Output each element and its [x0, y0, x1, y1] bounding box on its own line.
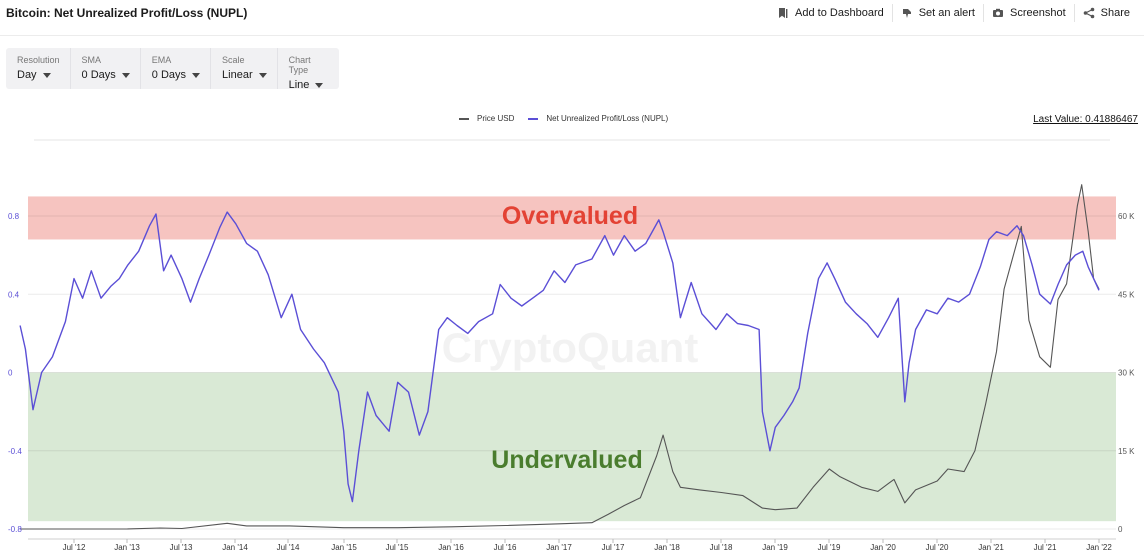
x-tick-label: Jul '12	[63, 543, 86, 552]
legend-item-nupl[interactable]: Net Unrealized Profit/Loss (NUPL)	[528, 114, 668, 123]
y-right-tick-label: 45 K	[1118, 290, 1135, 299]
share-button[interactable]: Share	[1073, 4, 1138, 22]
x-tick-label: Jul '17	[602, 543, 625, 552]
zone-overvalued	[28, 196, 1116, 240]
ema-label: EMA	[151, 55, 172, 65]
x-tick-label: Jul '16	[494, 543, 517, 552]
x-tick-label: Jan '14	[222, 543, 248, 552]
bell-icon	[902, 9, 911, 18]
series-price	[20, 184, 1100, 530]
x-tick-label: Jan '15	[331, 543, 357, 552]
resolution-value: Day	[17, 69, 37, 81]
legend-label: Price USD	[477, 114, 515, 123]
header-divider	[0, 35, 1144, 36]
y-left-tick-label: -0.4	[8, 447, 22, 456]
sma-label: SMA	[81, 55, 102, 65]
sma-select[interactable]: SMA 0 Days	[71, 48, 141, 89]
x-tick-label: Jan '17	[546, 543, 572, 552]
add-to-dashboard-label: Add to Dashboard	[795, 7, 884, 19]
share-icon	[1083, 7, 1094, 19]
x-tick-label: Jan '19	[762, 543, 788, 552]
scale-select[interactable]: Scale Linear	[211, 48, 278, 89]
set-alert-button[interactable]: Set an alert	[891, 4, 983, 22]
x-tick-label: Jan '18	[654, 543, 680, 552]
x-tick-label: Jul '21	[1034, 543, 1057, 552]
ema-select[interactable]: EMA 0 Days	[141, 48, 212, 89]
add-to-dashboard-button[interactable]: Add to Dashboard	[769, 4, 892, 22]
legend-swatch	[528, 117, 539, 120]
x-tick-label: Jul '18	[710, 543, 733, 552]
sma-value: 0 Days	[81, 69, 116, 81]
chart-type-select[interactable]: Chart Type Line	[278, 48, 339, 91]
x-tick-label: Jul '14	[277, 543, 300, 552]
legend-label: Net Unrealized Profit/Loss (NUPL)	[546, 114, 669, 123]
y-right-tick-label: 60 K	[1118, 212, 1135, 221]
last-value[interactable]: Last Value: 0.41886467	[1033, 114, 1138, 125]
page-title: Bitcoin: Net Unrealized Profit/Loss (NUP…	[6, 6, 248, 20]
resolution-label: Resolution	[17, 55, 60, 65]
chevron-down-icon	[258, 73, 267, 78]
y-right-tick-label: 30 K	[1118, 369, 1135, 378]
x-tick-label: Jul '19	[818, 543, 841, 552]
x-tick-label: Jul '13	[170, 543, 193, 552]
zone-undervalued	[28, 372, 1116, 522]
watermark: CryptoQuant	[442, 324, 699, 371]
scale-value: Linear	[222, 69, 253, 81]
x-tick-label: Jan '13	[114, 543, 140, 552]
resolution-select[interactable]: Resolution Day	[6, 48, 71, 89]
x-tick-label: Jan '21	[978, 543, 1004, 552]
chart-legend: Price USD Net Unrealized Profit/Loss (NU…	[459, 114, 682, 123]
zone-label-overvalued: Overvalued	[502, 202, 638, 230]
scale-label: Scale	[222, 55, 245, 65]
chevron-down-icon	[315, 83, 324, 88]
x-tick-label: Jul '15	[386, 543, 409, 552]
set-alert-label: Set an alert	[918, 7, 975, 19]
screenshot-button[interactable]: Screenshot	[982, 4, 1074, 22]
share-label: Share	[1100, 7, 1130, 19]
chevron-down-icon	[121, 73, 130, 78]
bookmark-icon	[779, 8, 788, 18]
x-tick-label: Jul '20	[926, 543, 949, 552]
y-left-tick-label: 0.8	[8, 212, 20, 221]
chart-type-label: Chart Type	[288, 55, 311, 75]
x-tick-label: Jan '16	[438, 543, 464, 552]
chart-type-value: Line	[288, 79, 310, 91]
x-tick-label: Jan '20	[870, 543, 896, 552]
chevron-down-icon	[192, 73, 201, 78]
x-tick-label: Jan '22	[1086, 543, 1112, 552]
series-nupl	[19, 211, 1100, 503]
camera-icon	[992, 8, 1003, 17]
y-left-tick-label: 0.4	[8, 290, 20, 299]
screenshot-label: Screenshot	[1009, 7, 1066, 19]
chart-controls: Resolution Day SMA 0 Days EMA 0 Days Sca…	[6, 48, 339, 91]
chevron-down-icon	[42, 73, 51, 78]
nupl-chart[interactable]: CryptoQuant Overvalued Undervalued 0.8 0.4 0 -…	[0, 132, 1144, 558]
zone-label-undervalued: Undervalued	[491, 446, 642, 474]
top-bar: Bitcoin: Net Unrealized Profit/Loss (NUP…	[0, 0, 1144, 30]
y-left-tick-label: -0.8	[8, 525, 22, 534]
ema-value: 0 Days	[151, 69, 187, 81]
y-left-tick-label: 0	[8, 369, 13, 378]
legend-item-price[interactable]: Price USD	[459, 114, 514, 123]
legend-swatch	[459, 117, 469, 120]
header-actions: Add to Dashboard Set an alert Screenshot…	[769, 4, 1138, 22]
y-right-tick-label: 0	[1118, 525, 1123, 534]
y-right-tick-label: 15 K	[1118, 447, 1135, 456]
